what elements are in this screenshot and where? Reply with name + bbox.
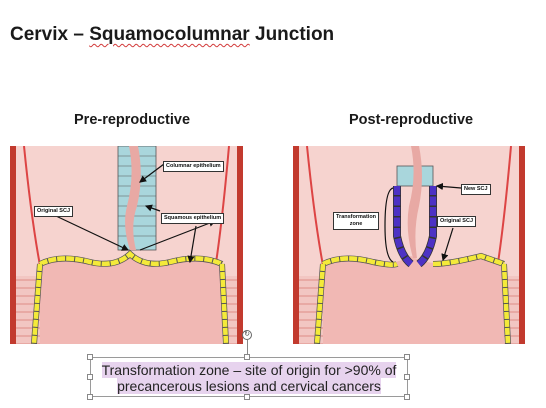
rotate-connector: [247, 340, 248, 354]
pre-reproductive-diagram: [10, 146, 243, 344]
resize-handle-bottom-left[interactable]: [87, 394, 93, 400]
caption-line1: Transformation zone – site of origin for…: [101, 362, 397, 378]
squamous-epithelium-band: [38, 250, 223, 267]
label-original-scj-left: Original SCJ: [34, 206, 74, 217]
title-suffix: Junction: [249, 24, 335, 45]
title-highlight: Squamocolumnar: [89, 24, 250, 45]
resize-handle-middle-right[interactable]: [404, 374, 410, 380]
title-prefix: Cervix –: [10, 24, 90, 45]
label-new-scj: New SCJ: [461, 184, 491, 195]
outer-wall-left: [10, 146, 16, 344]
resize-handle-middle-left[interactable]: [87, 374, 93, 380]
slide-title: Cervix – Squamocolumnar Junction: [10, 24, 334, 46]
vaginal-fornix: [40, 254, 222, 344]
label-columnar-epithelium: Columnar epithelium: [163, 161, 224, 172]
endocervical-canal: [125, 146, 141, 250]
label-squamous-epithelium: Squamous epithelium: [161, 213, 225, 224]
rotate-handle-icon[interactable]: ↻: [242, 330, 252, 340]
pre-reproductive-heading: Pre-reproductive: [74, 112, 191, 128]
label-transformation-zone: Transformation zone: [333, 212, 380, 230]
resize-handle-top-left[interactable]: [87, 354, 93, 360]
resize-handle-bottom-right[interactable]: [404, 394, 410, 400]
caption-textbox[interactable]: Transformation zone – site of origin for…: [90, 357, 408, 397]
resize-handle-top-right[interactable]: [404, 354, 410, 360]
outer-wall-right: [237, 146, 243, 344]
transformation-zone-line2: zone: [349, 221, 363, 227]
resize-handle-top-center[interactable]: [244, 354, 250, 360]
post-reproductive-diagram: [293, 146, 525, 344]
post-reproductive-heading: Post-reproductive: [349, 112, 474, 128]
metaplastic-epithelium: [393, 186, 437, 267]
transformation-zone-bracket: [384, 187, 394, 263]
resize-handle-bottom-center[interactable]: [244, 394, 250, 400]
transformation-zone-line1: Transformation: [336, 214, 377, 220]
label-original-scj-right: Original SCJ: [437, 216, 477, 227]
caption-line2: precancerous lesions and cervical cancer…: [117, 378, 381, 394]
caption-text[interactable]: Transformation zone – site of origin for…: [97, 362, 401, 394]
